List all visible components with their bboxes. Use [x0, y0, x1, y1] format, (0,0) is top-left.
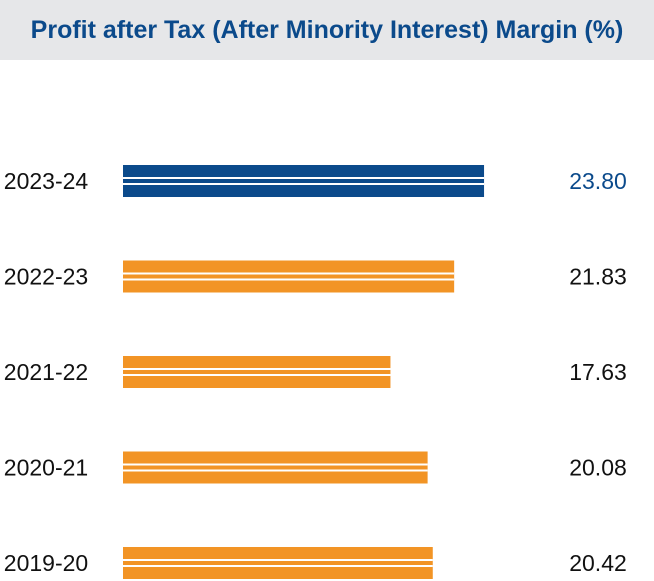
category-label-2021-22: 2021-22 — [4, 359, 88, 385]
bar-group-2021-22: 2021-22 17.63 — [4, 356, 627, 388]
bar-stripe-2020-21-1 — [123, 463, 428, 466]
category-label-2019-20: 2019-20 — [4, 550, 88, 576]
bar-group-2020-21: 2020-21 20.08 — [4, 451, 627, 484]
chart-title: Profit after Tax (After Minority Interes… — [30, 16, 624, 44]
bar-group-2019-20: 2019-20 20.42 — [4, 547, 627, 579]
value-label-2020-21: 20.08 — [569, 455, 627, 481]
bar-group-2023-24: 2023-24 23.80 — [4, 165, 627, 197]
value-label-2023-24: 23.80 — [569, 168, 627, 194]
value-label-2022-23: 21.83 — [569, 264, 627, 290]
category-label-2023-24: 2023-24 — [4, 168, 89, 194]
bar-2019-20 — [123, 547, 433, 579]
title-bar — [0, 0, 654, 60]
bar-2020-21 — [123, 451, 428, 484]
value-label-2019-20: 20.42 — [569, 550, 627, 576]
bar-chart: 2023-24 23.80 2022-23 21.83 2021-22 17.63 2020… — [4, 165, 627, 579]
bar-stripe-2023-24-1 — [123, 177, 485, 179]
bar-stripe-2023-24-2 — [123, 183, 485, 185]
bar-stripe-2019-20-1 — [123, 559, 433, 561]
bar-stripe-2020-21-2 — [123, 469, 428, 472]
bar-stripe-2022-23-2 — [123, 278, 455, 281]
bar-2023-24 — [123, 165, 485, 197]
category-label-2020-21: 2020-21 — [4, 455, 88, 481]
bar-2022-23 — [123, 260, 455, 293]
bar-stripe-2021-22-2 — [123, 374, 391, 376]
bar-stripe-2022-23-1 — [123, 272, 455, 275]
category-label-2022-23: 2022-23 — [4, 264, 88, 290]
bar-stripe-2021-22-1 — [123, 368, 391, 370]
bar-stripe-2019-20-2 — [123, 565, 433, 567]
bar-group-2022-23: 2022-23 21.83 — [4, 260, 627, 293]
bar-2021-22 — [123, 356, 391, 388]
value-label-2021-22: 17.63 — [569, 359, 627, 385]
